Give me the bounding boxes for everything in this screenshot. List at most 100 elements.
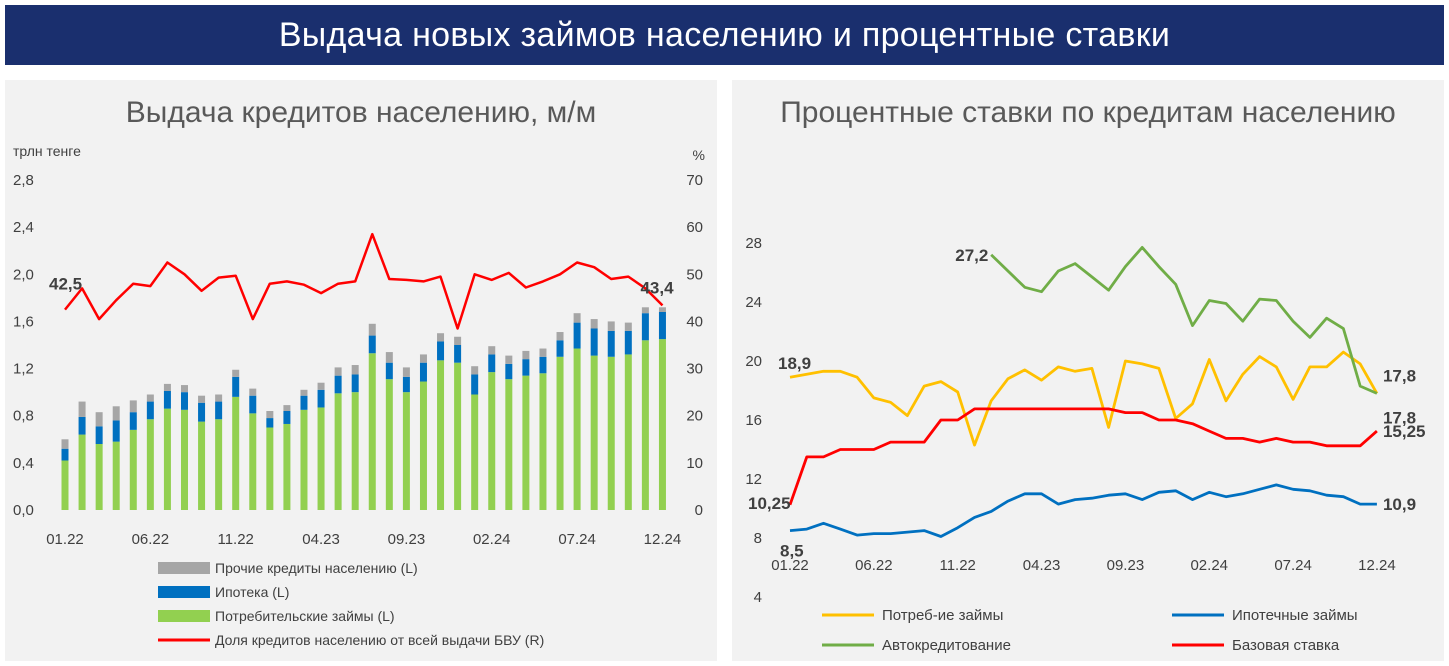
y-tick-label: 16	[745, 412, 762, 429]
consumer-loan-bar	[198, 421, 206, 510]
consumer-loan-bar	[385, 379, 393, 510]
y-tick-label: 24	[745, 294, 762, 311]
auto-rate-line	[990, 245, 1378, 395]
mortgage-bar	[249, 395, 257, 414]
mortgage-bar	[283, 411, 291, 424]
other-loan-bar	[351, 365, 359, 375]
other-loan-bar	[198, 395, 206, 403]
consumer-loan-bar	[180, 409, 188, 510]
left-axis-unit: трлн тенге	[13, 143, 81, 159]
x-tick-label: 01.22	[46, 531, 84, 548]
consumer-loan-bar	[215, 419, 223, 510]
consumer-loan-bar	[437, 360, 445, 510]
x-tick-label: 11.22	[939, 557, 975, 574]
legend-consumer-loans-swatch	[158, 610, 210, 622]
mortgage-bar	[317, 389, 325, 408]
other-loan-bar	[129, 400, 137, 413]
right-y-tick-label: 70	[686, 172, 703, 189]
other-loan-bar	[488, 346, 496, 355]
chart-title: Процентные ставки по кредитам населению	[780, 96, 1396, 129]
mortgage-start-label: 8,5	[780, 542, 804, 561]
consumer-loan-bar	[249, 413, 257, 510]
other-loan-bar	[505, 355, 513, 364]
auto-start-label: 27,2	[955, 246, 988, 265]
other-loan-bar	[539, 348, 547, 357]
other-loan-bar	[78, 401, 86, 417]
y-tick-label: 12	[745, 471, 762, 488]
x-tick-label: 02.24	[473, 531, 511, 548]
mortgage-bar	[163, 390, 171, 409]
title-banner: Выдача новых займов населению и процентн…	[5, 5, 1444, 65]
consumer-loan-bar	[607, 356, 615, 510]
other-loan-bar	[317, 382, 325, 390]
consumer-loan-bar	[454, 362, 462, 510]
x-tick-label: 02.24	[1190, 557, 1228, 574]
mortgage-bar	[590, 328, 598, 356]
consumer-loan-bar	[505, 379, 513, 510]
left-y-tick-label: 2,0	[13, 266, 34, 283]
other-loan-bar	[334, 367, 342, 376]
y-tick-label: 8	[754, 530, 762, 547]
x-tick-label: 07.24	[558, 531, 596, 548]
mortgage-bar	[437, 341, 445, 361]
right-y-tick-label: 20	[686, 408, 703, 425]
mortgage-bar	[607, 330, 615, 357]
left-y-tick-label: 2,4	[13, 219, 34, 236]
other-loan-bar	[180, 385, 188, 393]
x-tick-label: 12.24	[644, 531, 682, 548]
other-loan-bar	[607, 321, 615, 331]
mortgage-bar	[556, 340, 564, 357]
mortgage-bar	[368, 335, 376, 354]
x-tick-label: 07.24	[1274, 557, 1312, 574]
mortgage-bar	[402, 376, 410, 393]
other-loan-bar	[437, 333, 445, 342]
other-loan-bar	[283, 405, 291, 411]
mortgage-bar	[266, 418, 274, 428]
mortgage-bar	[488, 354, 496, 373]
x-tick-label: 04.23	[302, 531, 340, 548]
legend-consumer-loans-label: Потребительские займы (L)	[215, 608, 395, 624]
x-tick-label: 12.24	[1358, 557, 1396, 574]
mortgage-bar	[539, 356, 547, 374]
x-tick-label: 06.22	[132, 531, 170, 548]
right-y-tick-label: 40	[686, 313, 703, 330]
consumer-loan-bar	[317, 407, 325, 510]
left-y-tick-label: 0,0	[13, 502, 34, 519]
consumer-rate-line	[789, 350, 1379, 447]
mortgage-bar	[573, 322, 581, 349]
consumer-loan-bar	[488, 372, 496, 510]
other-loan-bar	[146, 394, 154, 402]
mortgage-bar	[215, 401, 223, 420]
mortgage-bar	[129, 412, 137, 430]
consumer-loan-bar	[573, 348, 581, 510]
share-start-label: 42,5	[49, 275, 82, 294]
other-loan-bar	[402, 367, 410, 377]
consumer-loan-bar	[283, 423, 291, 510]
right-y-tick-label: 50	[686, 266, 703, 283]
x-tick-label: 09.23	[1107, 557, 1145, 574]
consumer-loan-bar	[112, 441, 120, 510]
y-tick-label: 20	[745, 353, 762, 370]
other-loan-bar	[385, 352, 393, 363]
mortgage-bar	[658, 312, 666, 340]
legend-mortgage-label: Ипотека (L)	[215, 584, 289, 600]
mortgage-end-label: 10,9	[1383, 495, 1416, 514]
consumer-loan-bar	[78, 434, 86, 510]
legend-consumer-rate-label: Потреб-ие займы	[882, 607, 1003, 624]
other-loan-bar	[471, 366, 479, 375]
base-end-label: 15,25	[1383, 422, 1426, 441]
base-start-label: 10,25	[748, 494, 791, 513]
consumer-loan-bar	[368, 353, 376, 510]
consumer-loan-bar	[146, 419, 154, 510]
base-rate-line	[788, 407, 1378, 506]
x-tick-label: 04.23	[1023, 557, 1061, 574]
other-loan-bar	[624, 322, 632, 331]
mortgage-bar	[419, 362, 427, 382]
consumer-loan-bar	[300, 409, 308, 510]
mortgage-bar	[522, 359, 530, 376]
other-loan-bar	[556, 332, 564, 341]
other-loan-bar	[419, 354, 427, 363]
mortgage-bar	[385, 362, 393, 380]
rates-chart: Процентные ставки по кредитам населению 4…	[745, 96, 1426, 654]
other-loan-bar	[522, 350, 530, 360]
